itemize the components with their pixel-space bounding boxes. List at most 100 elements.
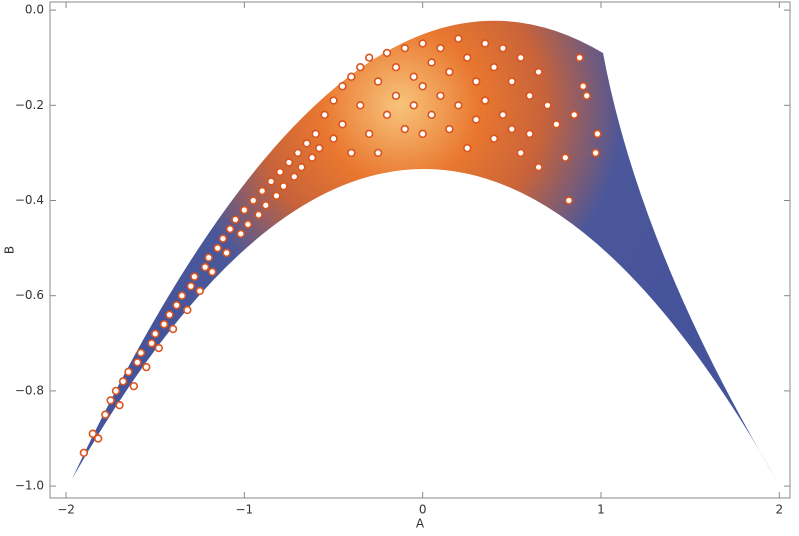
point <box>302 139 311 148</box>
point <box>297 162 306 172</box>
point <box>400 43 410 53</box>
point <box>177 291 187 300</box>
point <box>240 205 249 215</box>
point <box>356 63 365 72</box>
point <box>208 267 217 277</box>
point <box>168 324 178 334</box>
point <box>124 367 133 377</box>
point <box>409 101 418 110</box>
y-tick-label: −0.2 <box>15 98 44 112</box>
plot-frame <box>49 1 791 499</box>
point <box>159 320 169 329</box>
point <box>88 429 97 438</box>
point <box>204 253 213 262</box>
point <box>418 82 427 91</box>
point <box>186 281 196 291</box>
point <box>165 310 174 319</box>
point <box>284 158 294 167</box>
y-tick-label: −0.8 <box>15 383 44 397</box>
point <box>290 172 299 181</box>
point <box>347 72 356 81</box>
point <box>591 148 600 158</box>
point <box>364 53 374 62</box>
point <box>480 39 490 48</box>
point <box>261 201 270 210</box>
point <box>311 129 320 139</box>
point <box>498 110 508 120</box>
point <box>93 434 103 443</box>
point <box>498 43 508 53</box>
x-tick-label: −2 <box>57 503 75 517</box>
point <box>418 39 427 48</box>
point <box>471 77 481 86</box>
point <box>218 234 228 243</box>
point <box>373 148 383 158</box>
point <box>272 191 281 200</box>
point <box>463 53 472 62</box>
point <box>373 77 383 86</box>
point <box>454 34 463 43</box>
point <box>516 148 525 158</box>
point <box>329 96 338 105</box>
point <box>480 96 490 105</box>
point <box>471 115 481 124</box>
point <box>118 377 128 386</box>
point <box>195 286 204 296</box>
point <box>391 63 401 72</box>
point <box>507 124 517 134</box>
point <box>115 400 124 410</box>
point <box>279 182 288 191</box>
point <box>266 177 276 186</box>
point <box>293 148 303 158</box>
y-axis-label: B <box>3 246 17 254</box>
x-tick-label: 1 <box>597 503 605 517</box>
point <box>489 134 499 143</box>
point <box>593 129 602 139</box>
x-tick-label: 0 <box>419 503 427 517</box>
point <box>329 134 338 143</box>
point <box>570 110 579 120</box>
point <box>382 110 392 120</box>
point <box>222 248 231 258</box>
point <box>129 381 139 391</box>
point <box>364 129 374 139</box>
point <box>400 124 410 134</box>
point <box>436 43 445 53</box>
point <box>575 53 584 62</box>
point <box>254 210 263 219</box>
point <box>106 396 115 405</box>
y-tick-label: −0.6 <box>15 288 44 302</box>
point <box>525 91 534 100</box>
point <box>79 448 89 457</box>
point <box>418 129 427 139</box>
point <box>525 129 534 139</box>
point <box>578 82 588 91</box>
point <box>136 348 146 358</box>
point <box>427 110 436 120</box>
point <box>236 229 245 239</box>
y-tick-label: −1.0 <box>15 479 44 493</box>
y-tick-label: 0.0 <box>25 3 44 17</box>
point <box>534 67 543 77</box>
point <box>154 343 163 353</box>
point <box>409 72 418 81</box>
point <box>552 120 561 129</box>
point <box>382 48 392 58</box>
point <box>315 143 324 153</box>
point <box>275 167 285 177</box>
point <box>564 196 574 205</box>
point <box>133 358 142 367</box>
point <box>507 77 517 86</box>
x-tick-label: 2 <box>775 503 783 517</box>
point <box>307 153 317 162</box>
point <box>534 162 543 172</box>
point <box>142 362 151 372</box>
point <box>347 148 356 158</box>
point <box>183 305 192 315</box>
point <box>111 386 121 396</box>
point <box>454 101 463 110</box>
point <box>243 220 253 229</box>
point <box>225 224 235 234</box>
point <box>543 101 552 110</box>
